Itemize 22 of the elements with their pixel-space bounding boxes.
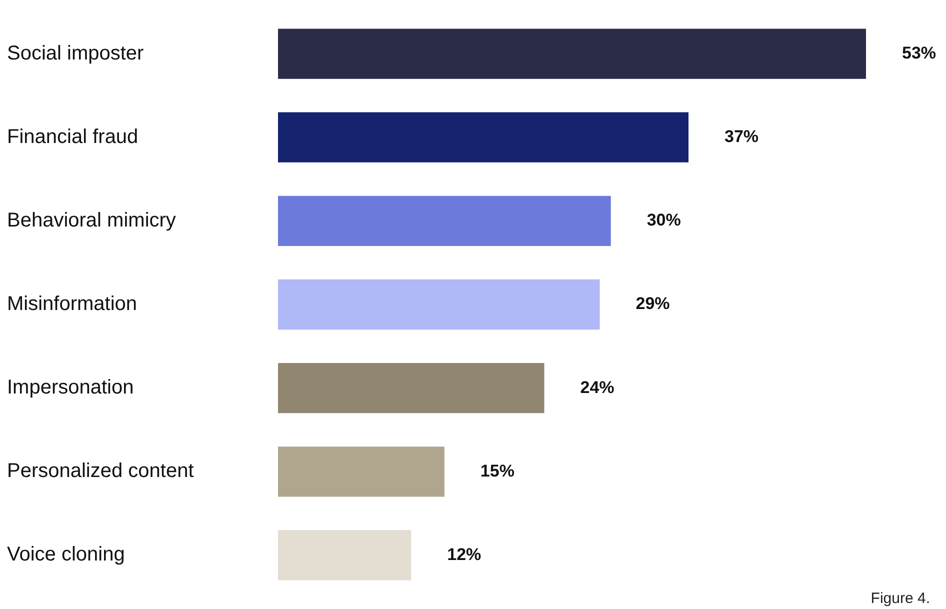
y-tick-label: Misinformation xyxy=(7,293,138,316)
bar xyxy=(278,28,866,79)
data-label: 24% xyxy=(580,378,614,397)
bar xyxy=(278,112,688,162)
data-label: 53% xyxy=(902,43,936,62)
y-tick-label: Personalized content xyxy=(7,460,194,482)
y-tick-label: Social imposter xyxy=(7,42,144,64)
data-label: 30% xyxy=(646,210,681,230)
y-tick-label: Impersonation xyxy=(7,376,134,399)
data-label: 12% xyxy=(447,544,482,564)
bar xyxy=(278,530,412,580)
data-label: 15% xyxy=(480,461,514,480)
bar xyxy=(278,363,544,414)
caption: Figure 4. xyxy=(870,590,930,607)
data-label: 29% xyxy=(636,294,670,314)
y-tick-label: Financial fraud xyxy=(7,126,138,148)
data-label: 37% xyxy=(724,127,759,146)
bar xyxy=(278,279,600,330)
bar xyxy=(278,196,611,246)
y-tick-label: Voice cloning xyxy=(7,544,125,566)
y-tick-label: Behavioral mimicry xyxy=(7,209,176,232)
bar xyxy=(278,446,444,497)
